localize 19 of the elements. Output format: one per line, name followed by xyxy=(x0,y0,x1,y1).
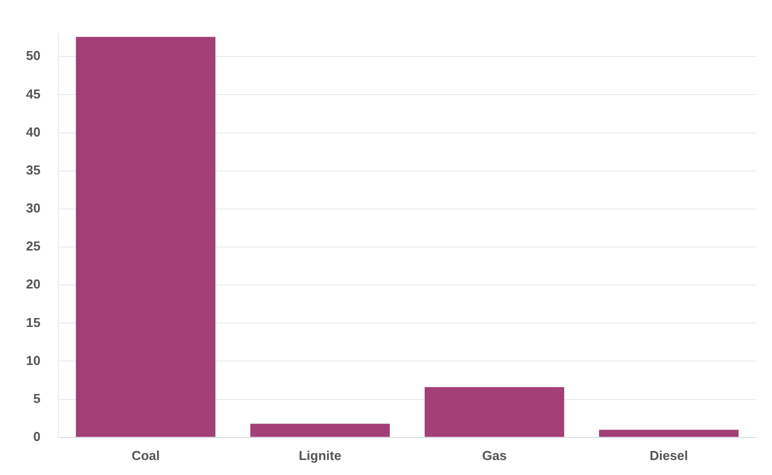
bar xyxy=(76,36,216,437)
y-tick-label: 45 xyxy=(26,86,40,102)
y-tick-label: 30 xyxy=(26,200,40,216)
bar xyxy=(424,387,564,437)
y-tick-label: 20 xyxy=(26,276,40,292)
bar xyxy=(599,430,739,437)
x-tick-label: Lignite xyxy=(298,448,342,463)
x-tick-label: Gas xyxy=(482,448,507,463)
y-tick-label: 10 xyxy=(26,352,40,368)
y-tick-label: 5 xyxy=(33,390,40,406)
y-tick-label: 40 xyxy=(26,124,40,140)
y-tick-label: 50 xyxy=(26,48,40,64)
x-tick-label: Diesel xyxy=(650,448,688,463)
x-tick-label: Coal xyxy=(132,448,160,463)
y-tick-label: 0 xyxy=(33,428,40,444)
y-tick-label: 25 xyxy=(26,238,40,254)
y-tick-label: 35 xyxy=(26,162,40,178)
bar xyxy=(250,424,390,437)
y-tick-label: 15 xyxy=(26,314,40,330)
